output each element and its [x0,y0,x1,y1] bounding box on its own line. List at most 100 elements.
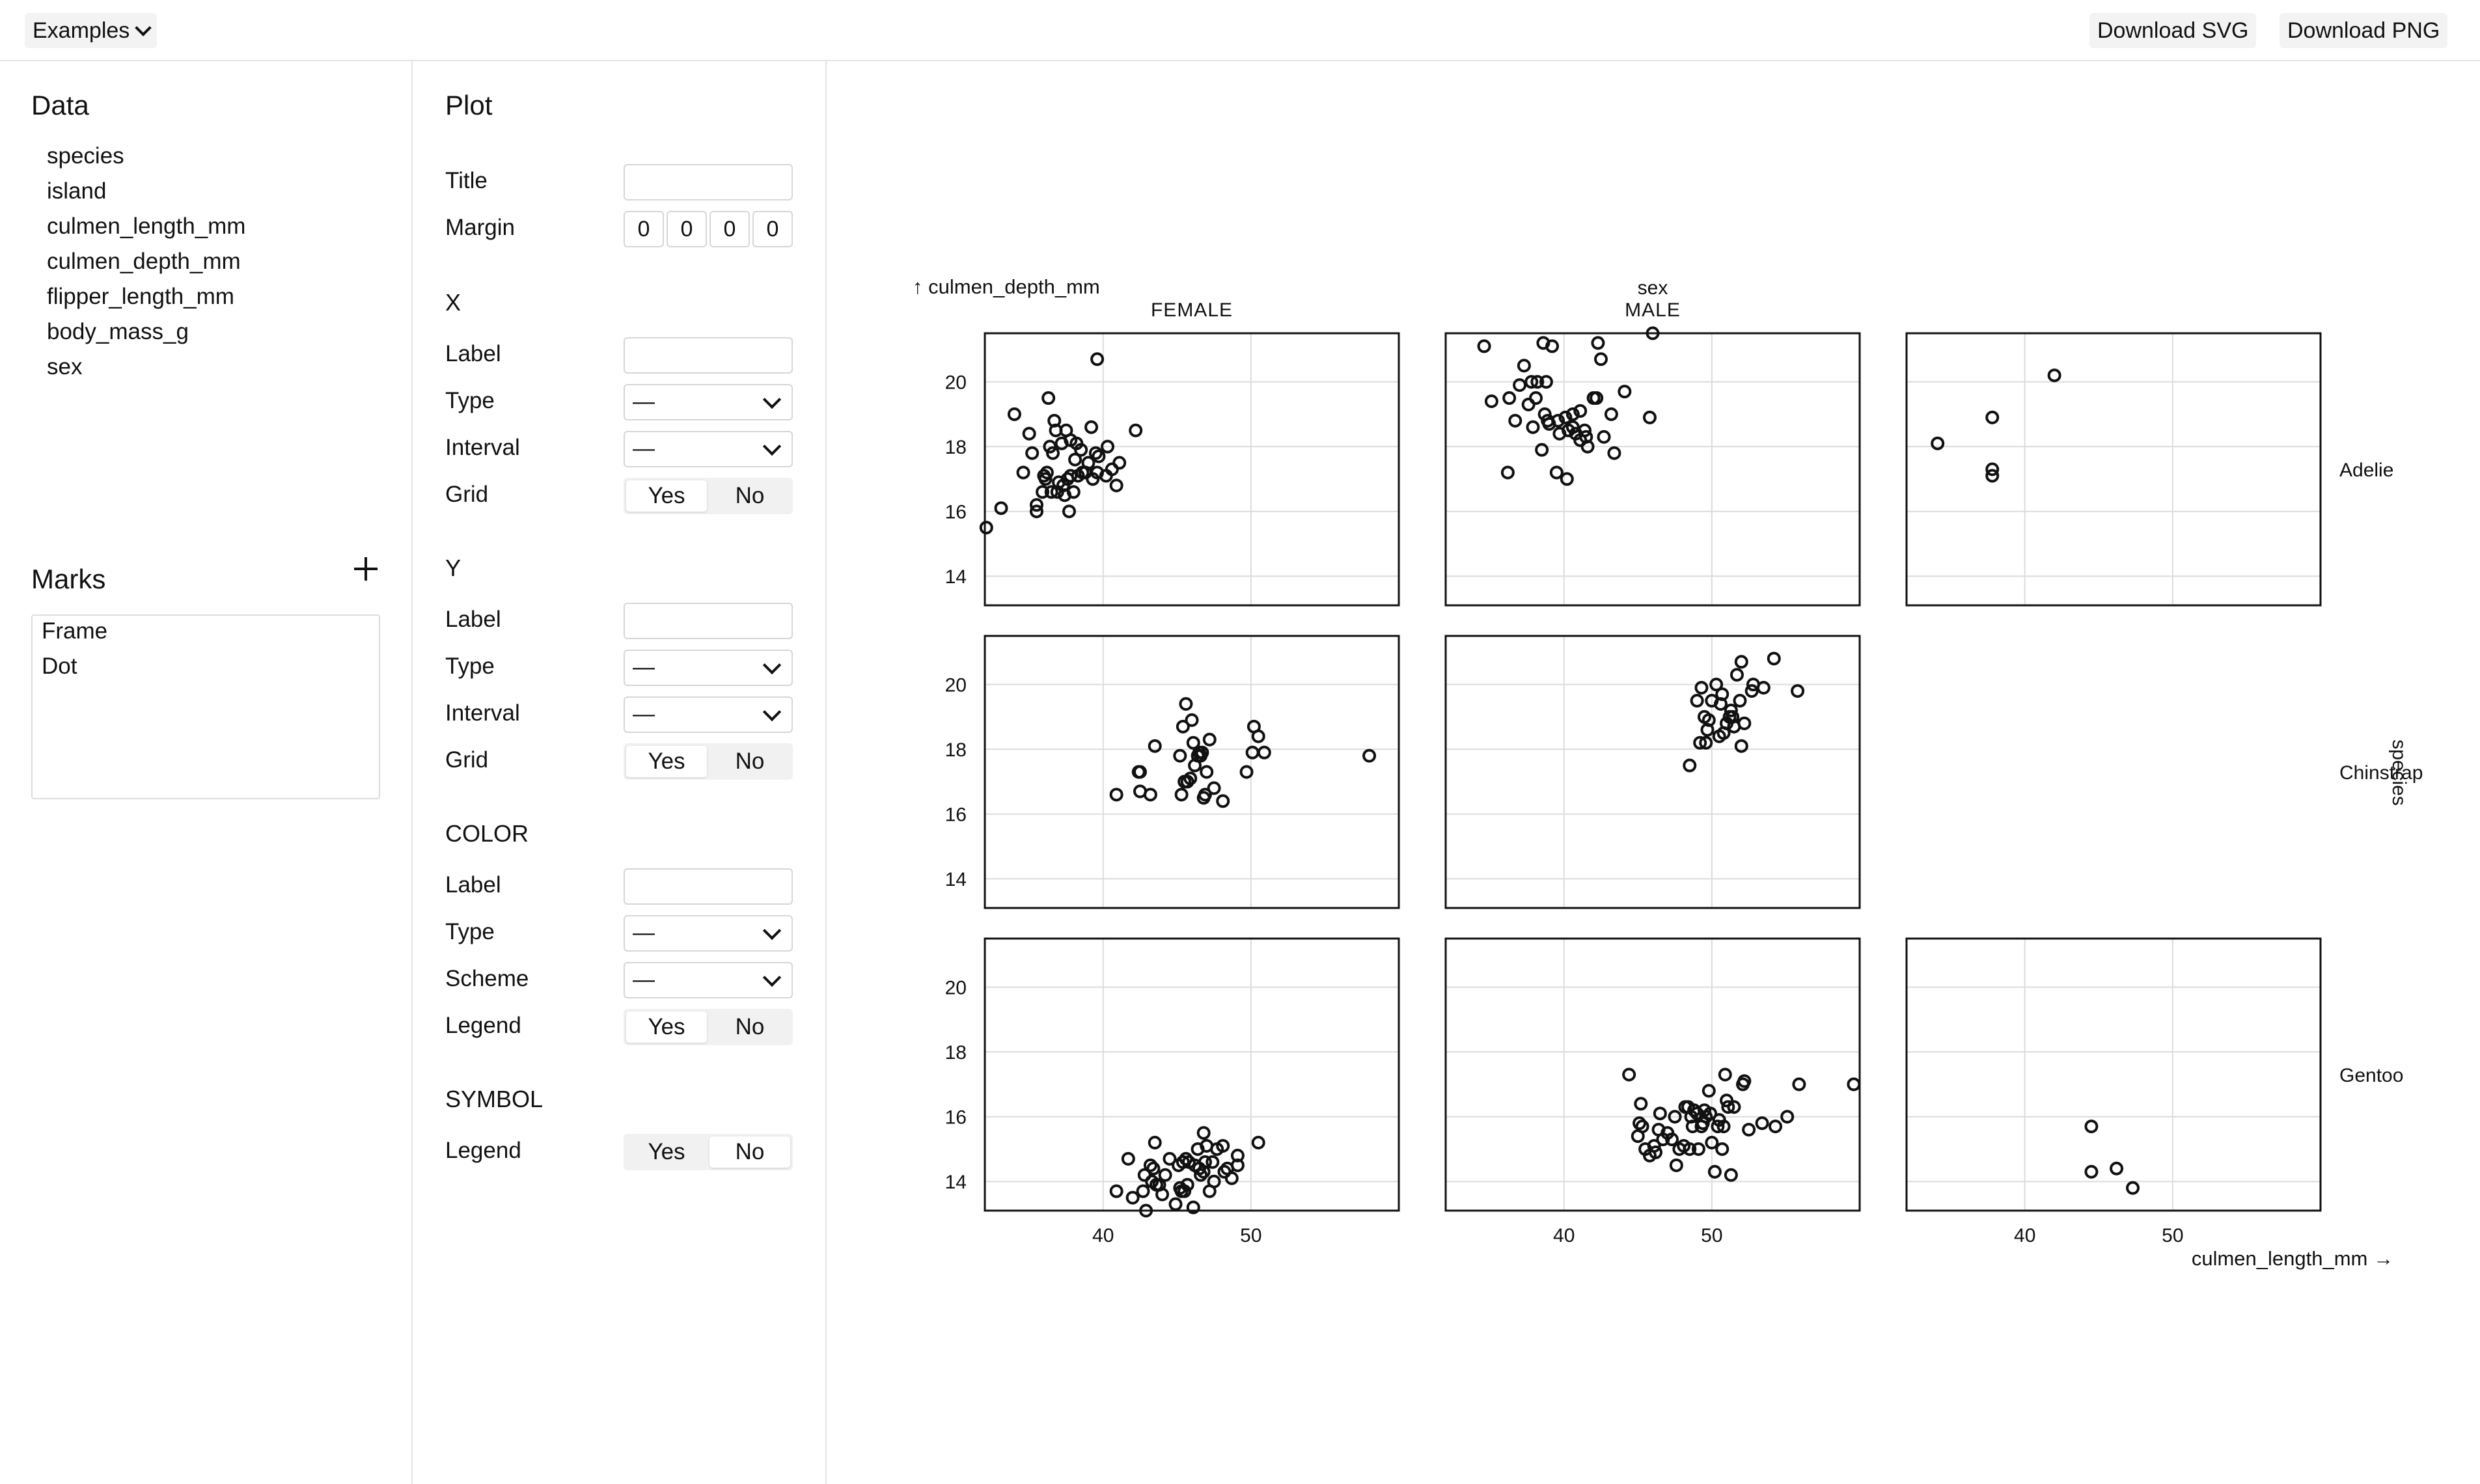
margin-bottom-input[interactable]: 0 [710,211,750,247]
y-tick-label: 16 [945,804,967,826]
data-point [1558,410,1573,424]
data-point [1721,1100,1735,1114]
data-field-culmen-depth[interactable]: culmen_depth_mm [47,249,241,274]
download-svg-button[interactable]: Download SVG [2089,13,2257,48]
y-tick-label: 18 [945,437,967,458]
data-point [1092,449,1106,463]
data-point [1186,1200,1200,1215]
y-label-input[interactable] [624,603,793,639]
data-panel-title: Data [31,90,89,120]
x-type-select[interactable]: — [624,384,793,420]
y-section-title: Y [445,555,462,581]
x-interval-label: Interval [445,435,520,460]
mark-item-frame[interactable]: Frame [42,618,108,644]
data-field-island[interactable]: island [47,178,107,204]
data-point [1565,420,1580,434]
y-tick-label: 20 [945,675,967,696]
data-field-body-mass[interactable]: body_mass_g [47,319,189,344]
x-tick-label: 50 [2162,1225,2183,1246]
data-point [1007,407,1021,421]
data-point [1715,687,1729,702]
symbol-legend-no-option[interactable]: No [710,1136,790,1168]
color-legend-no-option[interactable]: No [735,1014,765,1039]
y-grid-no-option[interactable]: No [735,749,765,774]
data-point [1088,446,1103,460]
x-grid-label: Grid [445,482,489,507]
download-png-button[interactable]: Download PNG [2280,13,2448,48]
y-interval-select[interactable]: — [624,696,793,733]
color-legend-label: Legend [445,1013,521,1038]
margin-left-input[interactable]: 0 [752,211,793,247]
y-grid-label: Grid [445,747,489,773]
x-axis-label: culmen_length_mm → [2192,1247,2393,1270]
color-label-input[interactable] [624,868,793,905]
data-point [1669,1158,1683,1172]
mark-item-dot[interactable]: Dot [42,653,77,679]
data-point [1148,739,1162,753]
data-point [1041,391,1056,405]
chevron-down-icon [762,437,782,456]
symbol-legend-yes-option[interactable]: Yes [648,1139,685,1164]
data-point [1711,1120,1725,1134]
data-point [1198,1155,1212,1169]
x-section-title: X [445,289,462,316]
data-field-species[interactable]: species [47,143,124,169]
data-point [1239,765,1254,779]
examples-label: Examples [33,18,130,43]
data-point [1158,1168,1172,1182]
x-interval-select[interactable]: — [624,431,793,467]
y-grid-yes-option[interactable]: Yes [626,746,707,777]
data-point [1143,788,1157,802]
facet-frame [1905,332,2322,607]
x-grid-yes-option[interactable]: Yes [626,480,707,512]
data-point [1580,439,1595,454]
data-point [1693,735,1707,750]
y-tick-label: 16 [945,1107,967,1129]
color-legend-yes-option[interactable]: Yes [626,1011,707,1043]
facet-frame [984,332,1400,607]
data-point [1109,788,1123,802]
add-mark-plus-icon[interactable] [354,557,378,581]
color-type-select[interactable]: — [624,915,793,952]
fy-axis-label: species [2388,739,2410,806]
title-input[interactable] [624,164,793,200]
margin-top-input[interactable]: 0 [624,211,664,247]
data-point [1687,1103,1702,1118]
data-point [1720,1093,1734,1108]
y-tick-label: 14 [945,566,967,588]
data-point [1043,439,1057,454]
data-point [1573,404,1588,418]
data-point [1200,1138,1214,1153]
data-point [1251,729,1265,743]
facet-frame [1905,937,2322,1212]
data-point [1985,410,2000,424]
color-label-label: Label [445,872,501,898]
data-point [1597,430,1611,444]
data-point [1702,713,1716,727]
color-scheme-select[interactable]: — [624,962,793,998]
facet-frame [984,937,1400,1212]
x-label-input[interactable] [624,337,793,374]
data-field-culmen-length[interactable]: culmen_length_mm [47,213,246,239]
symbol-legend-label: Legend [445,1138,521,1163]
data-point [1112,456,1127,470]
y-tick-label: 18 [945,1042,967,1064]
x-grid-no-option[interactable]: No [735,483,765,508]
data-point [1129,423,1143,437]
examples-dropdown-button[interactable]: Examples [25,13,158,48]
data-point [1985,462,2000,476]
data-point [1200,765,1214,779]
data-point [1176,719,1190,734]
data-point [1176,1155,1190,1169]
facet-frame [1444,937,1861,1212]
data-field-sex[interactable]: sex [47,354,83,379]
data-point [1792,1077,1806,1092]
margin-right-input[interactable]: 0 [667,211,707,247]
data-point [1733,694,1747,708]
fx-axis-label: sex [1638,277,1668,299]
data-field-flipper-length[interactable]: flipper_length_mm [47,284,234,309]
y-type-select[interactable]: — [624,650,793,686]
data-point [1985,469,2000,483]
data-point [1635,1120,1649,1134]
data-point [1565,407,1580,421]
